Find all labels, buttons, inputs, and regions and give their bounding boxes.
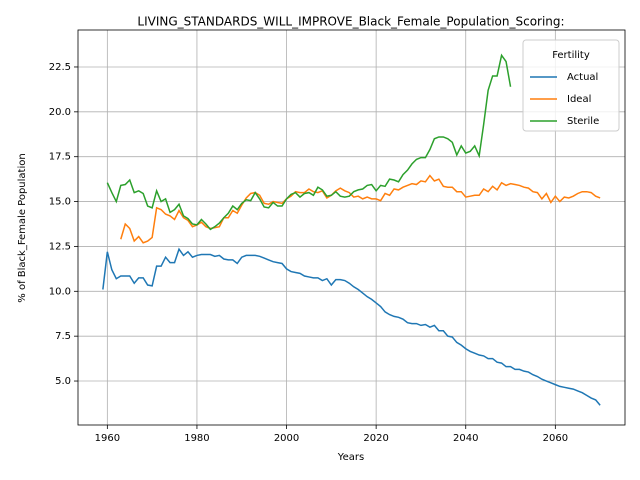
y-tick-label: 17.5 bbox=[49, 152, 71, 163]
legend-label: Ideal bbox=[567, 94, 591, 105]
plot-frame bbox=[77, 29, 626, 426]
legend-box bbox=[522, 39, 620, 132]
y-tick-label: 12.5 bbox=[49, 241, 71, 252]
x-tick-label: 2040 bbox=[453, 433, 478, 444]
x-tick-label: 2000 bbox=[274, 433, 299, 444]
legend-label: Actual bbox=[567, 72, 598, 83]
y-tick-label: 5.0 bbox=[55, 376, 71, 387]
legend-label: Sterile bbox=[567, 116, 599, 127]
x-axis-label: Years bbox=[337, 452, 364, 463]
line-series bbox=[106, 53, 512, 231]
chart-title: LIVING_STANDARDS_WILL_IMPROVE_Black_Fema… bbox=[137, 15, 564, 29]
x-tick-label: 2060 bbox=[543, 433, 568, 444]
line-series bbox=[120, 174, 601, 244]
y-axis-label: % of Black_Female Population bbox=[17, 153, 28, 302]
y-tick-label: 15.0 bbox=[49, 197, 71, 208]
x-tick-label: 1960 bbox=[95, 433, 120, 444]
x-tick-label: 2020 bbox=[363, 433, 388, 444]
y-tick-label: 22.5 bbox=[49, 62, 71, 73]
y-tick-label: 20.0 bbox=[49, 107, 71, 118]
y-tick-label: 10.0 bbox=[49, 286, 71, 297]
legend-title: Fertility bbox=[552, 50, 590, 61]
x-tick-label: 1980 bbox=[184, 433, 209, 444]
y-tick-label: 7.5 bbox=[55, 331, 71, 342]
line-series bbox=[102, 247, 601, 406]
